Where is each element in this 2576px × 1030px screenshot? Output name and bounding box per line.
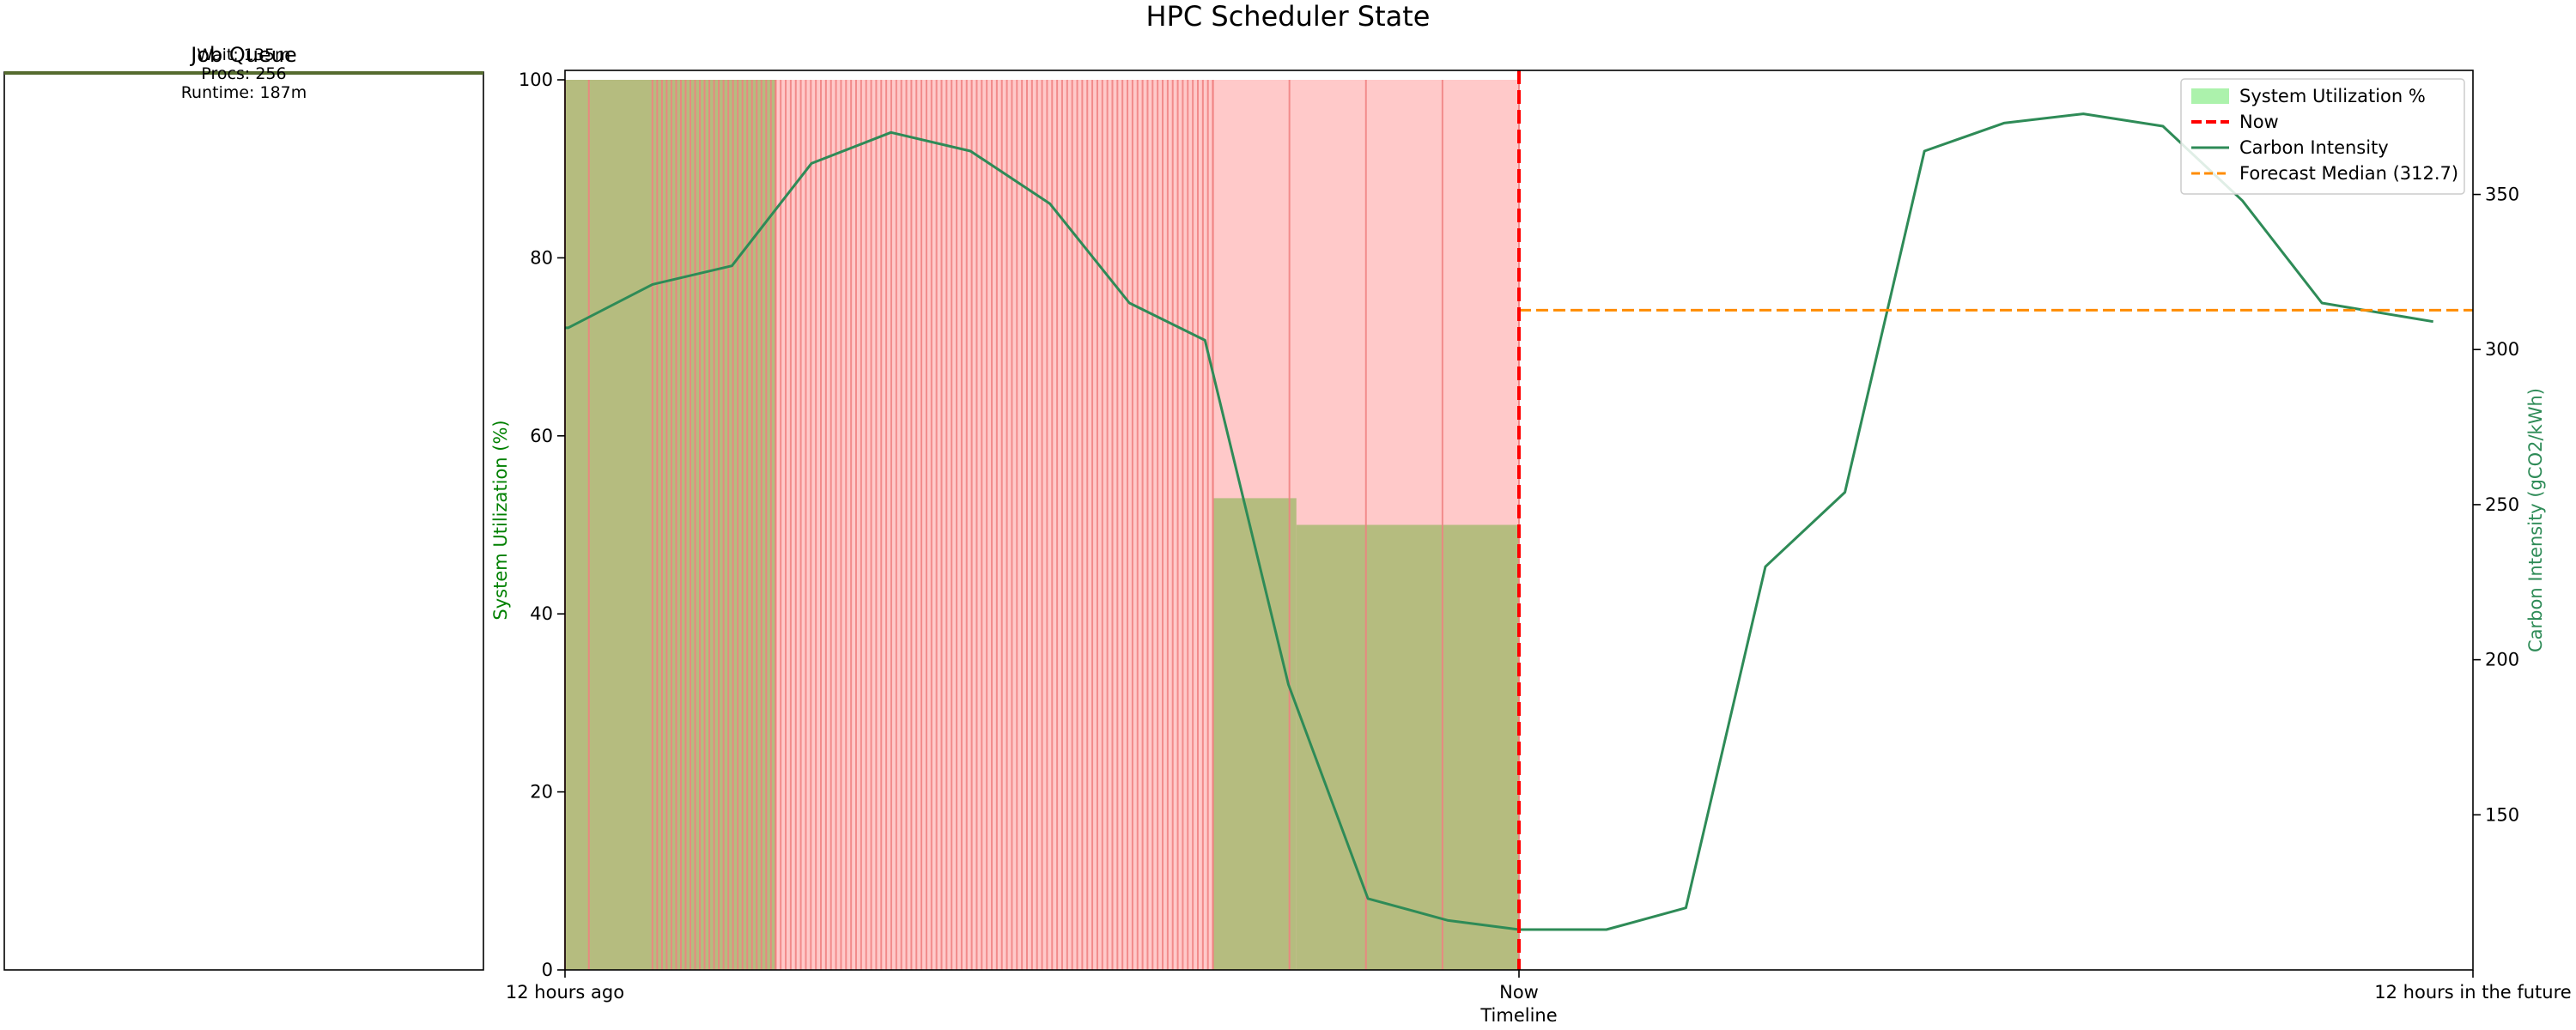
left-y-tick-label: 40 xyxy=(530,603,553,624)
utilization-bar xyxy=(1296,524,1519,970)
legend-label-utilization: System Utilization % xyxy=(2239,86,2426,106)
right-y-tick-label: 150 xyxy=(2485,804,2519,825)
legend-label-now: Now xyxy=(2239,112,2279,132)
x-axis: 12 hours ago Now 12 hours in the future … xyxy=(506,970,2572,1026)
job-procs-label: Procs: 256 xyxy=(201,64,286,83)
x-tick-label-future: 12 hours in the future xyxy=(2374,982,2571,1003)
job-queue-frame xyxy=(3,71,484,971)
utilization-bar xyxy=(565,80,653,970)
job-runtime-label: Runtime: 187m xyxy=(181,83,307,102)
legend: System Utilization % Now Carbon Intensit… xyxy=(2180,78,2465,195)
legend-label-forecast: Forecast Median (312.7) xyxy=(2239,163,2458,184)
right-y-tick-label: 200 xyxy=(2485,650,2519,670)
carbon-intensity-layer xyxy=(565,112,2433,931)
x-tick-label-past: 12 hours ago xyxy=(506,982,624,1003)
legend-label-carbon: Carbon Intensity xyxy=(2239,137,2389,158)
left-y-tick-label: 20 xyxy=(530,782,553,803)
main-chart: 12 hours ago Now 12 hours in the future … xyxy=(490,70,2572,1026)
left-y-axis-label: System Utilization (%) xyxy=(490,420,511,620)
right-y-tick-label: 350 xyxy=(2485,185,2519,205)
right-y-tick-label: 250 xyxy=(2485,494,2519,515)
left-y-tick-label: 80 xyxy=(530,247,553,268)
left-y-tick-label: 100 xyxy=(519,70,553,90)
right-y-axis-label: Carbon Intensity (gCO2/kWh) xyxy=(2525,388,2546,652)
left-y-axis: 0 20 40 60 80 100 System Utilization (%) xyxy=(490,70,565,980)
x-tick-label-now: Now xyxy=(1499,982,1539,1003)
x-axis-label: Timeline xyxy=(1479,1005,1557,1026)
figure-title: HPC Scheduler State xyxy=(1146,0,1431,33)
utilization-bar xyxy=(1212,498,1297,970)
job-queue-title: Job Queue xyxy=(189,43,296,67)
carbon-intensity-line xyxy=(565,112,2433,931)
legend-swatch-utilization xyxy=(2191,88,2229,104)
right-y-tick-label: 300 xyxy=(2485,339,2519,360)
left-y-tick-label: 60 xyxy=(530,426,553,446)
left-y-tick-label: 0 xyxy=(542,960,553,980)
job-wait-label: Wait: 135m xyxy=(197,45,290,64)
right-y-axis: 150 200 250 300 350 Carbon Intensity (gC… xyxy=(2473,185,2546,825)
job-queue-panel: Job Queue Wait: 135m Procs: 256 Runtime:… xyxy=(3,43,484,971)
legend-frame xyxy=(2180,78,2465,195)
